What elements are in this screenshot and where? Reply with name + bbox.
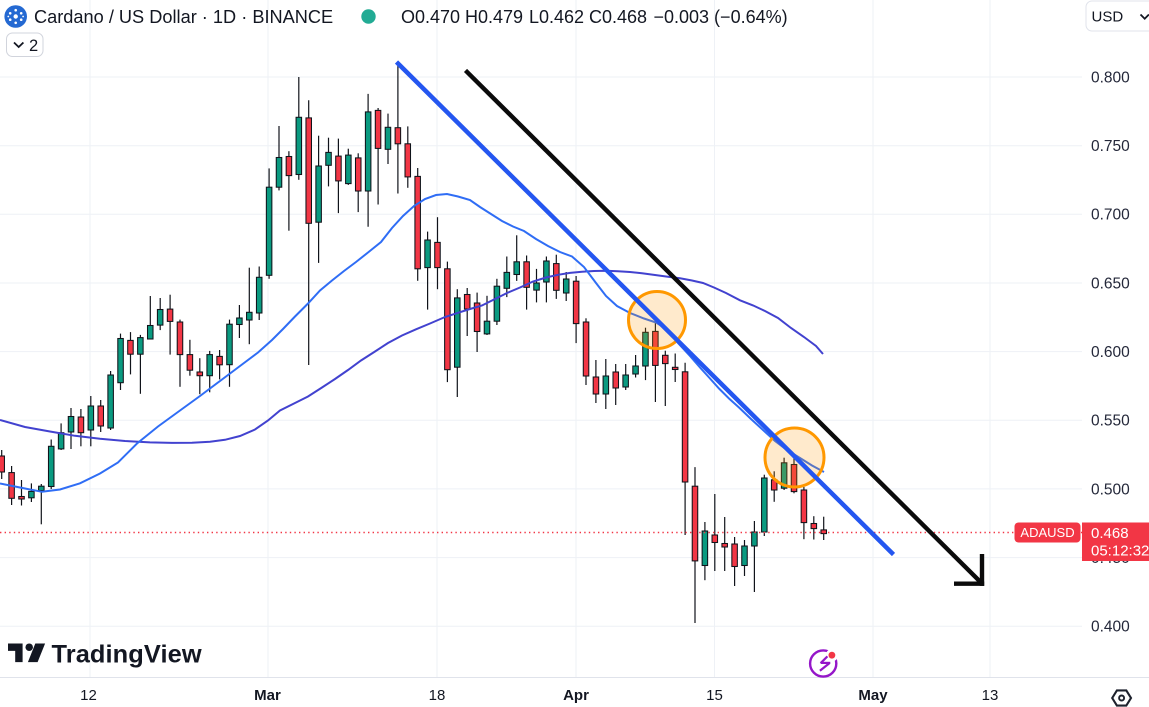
svg-text:2: 2 <box>29 37 38 55</box>
svg-text:May: May <box>858 687 888 704</box>
svg-text:18: 18 <box>429 687 446 704</box>
svg-text:L0.462: L0.462 <box>529 7 584 27</box>
svg-text:0.750: 0.750 <box>1091 138 1130 155</box>
svg-text:−0.003 (−0.64%): −0.003 (−0.64%) <box>654 7 788 27</box>
svg-text:0.500: 0.500 <box>1091 481 1130 498</box>
svg-text:0.600: 0.600 <box>1091 344 1130 361</box>
svg-text:TradingView: TradingView <box>52 641 202 669</box>
svg-text:H0.479: H0.479 <box>465 7 523 27</box>
svg-text:0.700: 0.700 <box>1091 207 1130 224</box>
svg-text:O0.470: O0.470 <box>401 7 460 27</box>
svg-text:C0.468: C0.468 <box>589 7 647 27</box>
svg-text:Mar: Mar <box>254 687 281 704</box>
svg-text:0.550: 0.550 <box>1091 413 1130 430</box>
svg-text:Cardano / US Dollar · 1D · BIN: Cardano / US Dollar · 1D · BINANCE <box>34 7 333 27</box>
svg-text:ADAUSD: ADAUSD <box>1020 525 1074 540</box>
svg-text:Apr: Apr <box>563 687 589 704</box>
svg-text:13: 13 <box>982 687 999 704</box>
svg-text:USD: USD <box>1092 9 1124 26</box>
svg-text:0.800: 0.800 <box>1091 69 1130 86</box>
svg-text:05:12:32: 05:12:32 <box>1091 543 1149 560</box>
svg-text:0.468: 0.468 <box>1091 525 1129 542</box>
svg-text:12: 12 <box>80 687 97 704</box>
svg-text:0.400: 0.400 <box>1091 619 1130 636</box>
svg-text:0.650: 0.650 <box>1091 275 1130 292</box>
svg-text:15: 15 <box>706 687 723 704</box>
